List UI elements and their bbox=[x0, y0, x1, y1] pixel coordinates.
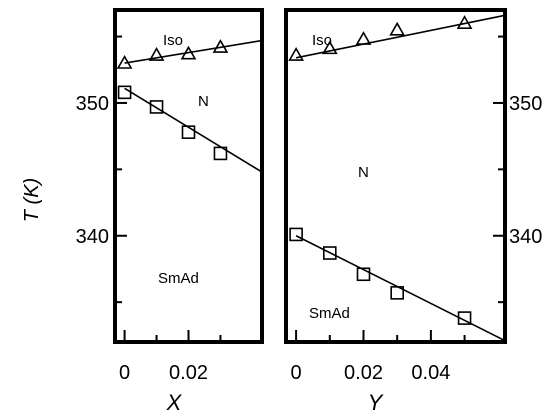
x-tick-label: 0 bbox=[291, 362, 302, 384]
square-data-point bbox=[117, 85, 132, 100]
n-smad-transition-fit-line bbox=[295, 235, 506, 342]
left-panel-ticks bbox=[115, 35, 222, 342]
n-smad-transition-fit-line bbox=[124, 87, 263, 173]
triangle-data-point bbox=[288, 47, 304, 61]
right-region-n: N bbox=[358, 164, 369, 181]
square-data-point bbox=[149, 100, 164, 114]
square-data-point bbox=[457, 311, 472, 325]
triangle-data-point bbox=[212, 39, 229, 53]
left-region-n: N bbox=[198, 93, 209, 110]
left-region-iso: Iso bbox=[163, 32, 183, 49]
y-tick-label: 350 bbox=[76, 93, 109, 115]
triangle-data-point bbox=[355, 31, 372, 45]
right-x-axis-label: Y bbox=[368, 390, 384, 415]
square-data-point bbox=[181, 125, 196, 139]
square-data-point bbox=[213, 146, 228, 161]
iso-n-transition-fit-line bbox=[295, 14, 506, 59]
x-tick-label: 0.04 bbox=[411, 362, 450, 384]
left-panel-fit-lines bbox=[124, 39, 263, 173]
right-region-iso: Iso bbox=[312, 32, 332, 49]
x-tick-label: 0 bbox=[119, 362, 130, 384]
y-tick-label: 340 bbox=[509, 226, 542, 248]
triangle-data-point bbox=[389, 21, 406, 36]
left-panel-markers bbox=[116, 39, 229, 161]
left-panel-tick-labels: 0 0.02 340 350 bbox=[76, 93, 208, 384]
square-data-point bbox=[356, 267, 371, 282]
left-x-axis-label: X bbox=[166, 390, 183, 415]
square-data-point bbox=[322, 246, 337, 260]
right-panel: 0 0.02 0.04 340 350 Iso N SmAd Y bbox=[284, 8, 543, 415]
left-region-smad: SmAd bbox=[158, 270, 199, 287]
right-panel-frame bbox=[284, 8, 507, 344]
iso-n-transition-fit-line bbox=[124, 39, 263, 64]
x-tick-label: 0.02 bbox=[344, 362, 383, 384]
y-tick-label: 350 bbox=[509, 93, 542, 115]
y-axis-label-symbol: T (K) bbox=[21, 178, 43, 222]
right-panel-markers bbox=[288, 15, 473, 325]
right-panel-fit-lines bbox=[295, 14, 506, 342]
left-panel-frame bbox=[113, 8, 264, 344]
triangle-data-point bbox=[180, 45, 197, 60]
y-tick-label: 340 bbox=[76, 226, 109, 248]
square-data-point bbox=[289, 227, 303, 242]
svg-text:T (K): T (K) bbox=[21, 178, 43, 222]
triangle-data-point bbox=[456, 15, 473, 29]
right-panel-ticks bbox=[295, 35, 505, 342]
triangle-data-point bbox=[321, 40, 338, 55]
square-data-point bbox=[390, 286, 404, 300]
left-panel: 0 0.02 340 350 Iso N SmAd X bbox=[76, 8, 264, 415]
y-axis-label: T (K) bbox=[21, 178, 43, 222]
right-panel-tick-labels: 0 0.02 0.04 340 350 bbox=[291, 93, 543, 384]
triangle-data-point bbox=[148, 47, 165, 61]
triangle-data-point bbox=[116, 55, 133, 69]
right-region-smad: SmAd bbox=[309, 305, 350, 322]
x-tick-label: 0.02 bbox=[169, 362, 208, 384]
